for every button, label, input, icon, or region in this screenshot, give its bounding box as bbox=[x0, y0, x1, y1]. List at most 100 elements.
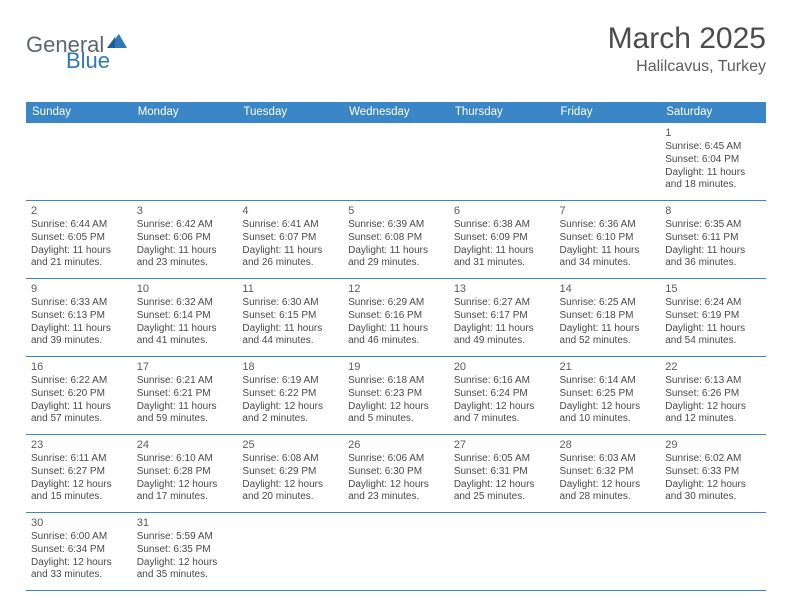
daylight-text-2: and 52 minutes. bbox=[560, 335, 656, 348]
sunset-text: Sunset: 6:25 PM bbox=[560, 388, 656, 401]
calendar-week-row: 30Sunrise: 6:00 AMSunset: 6:34 PMDayligh… bbox=[26, 513, 766, 591]
sunset-text: Sunset: 6:34 PM bbox=[31, 544, 127, 557]
calendar-day-cell: 1Sunrise: 6:45 AMSunset: 6:04 PMDaylight… bbox=[660, 123, 766, 201]
sunrise-text: Sunrise: 5:59 AM bbox=[137, 531, 233, 544]
header: General March 2025 Halilcavus, Turkey bbox=[26, 22, 766, 76]
calendar-week-row: 16Sunrise: 6:22 AMSunset: 6:20 PMDayligh… bbox=[26, 357, 766, 435]
calendar-day-cell: 9Sunrise: 6:33 AMSunset: 6:13 PMDaylight… bbox=[26, 279, 132, 357]
calendar-day-cell bbox=[343, 513, 449, 591]
weekday-header: Thursday bbox=[449, 102, 555, 123]
daylight-text-1: Daylight: 11 hours bbox=[665, 323, 761, 336]
sunset-text: Sunset: 6:20 PM bbox=[31, 388, 127, 401]
daylight-text-2: and 44 minutes. bbox=[242, 335, 338, 348]
daylight-text-2: and 23 minutes. bbox=[348, 491, 444, 504]
sunset-text: Sunset: 6:15 PM bbox=[242, 310, 338, 323]
calendar-day-cell: 10Sunrise: 6:32 AMSunset: 6:14 PMDayligh… bbox=[132, 279, 238, 357]
day-number: 21 bbox=[560, 360, 656, 374]
day-number: 16 bbox=[31, 360, 127, 374]
daylight-text-1: Daylight: 12 hours bbox=[137, 479, 233, 492]
sunrise-text: Sunrise: 6:35 AM bbox=[665, 219, 761, 232]
calendar-day-cell: 5Sunrise: 6:39 AMSunset: 6:08 PMDaylight… bbox=[343, 201, 449, 279]
weekday-header: Sunday bbox=[26, 102, 132, 123]
sunset-text: Sunset: 6:35 PM bbox=[137, 544, 233, 557]
daylight-text-2: and 46 minutes. bbox=[348, 335, 444, 348]
daylight-text-1: Daylight: 11 hours bbox=[242, 245, 338, 258]
day-number: 26 bbox=[348, 438, 444, 452]
calendar-day-cell: 29Sunrise: 6:02 AMSunset: 6:33 PMDayligh… bbox=[660, 435, 766, 513]
daylight-text-1: Daylight: 11 hours bbox=[137, 401, 233, 414]
sunrise-text: Sunrise: 6:39 AM bbox=[348, 219, 444, 232]
weekday-header: Monday bbox=[132, 102, 238, 123]
sunset-text: Sunset: 6:09 PM bbox=[454, 232, 550, 245]
day-number: 5 bbox=[348, 204, 444, 218]
logo-blue-text-wrap: Blue bbox=[26, 48, 110, 74]
daylight-text-1: Daylight: 12 hours bbox=[454, 401, 550, 414]
calendar-day-cell: 11Sunrise: 6:30 AMSunset: 6:15 PMDayligh… bbox=[237, 279, 343, 357]
sunrise-text: Sunrise: 6:25 AM bbox=[560, 297, 656, 310]
weekday-header: Saturday bbox=[660, 102, 766, 123]
calendar-day-cell: 13Sunrise: 6:27 AMSunset: 6:17 PMDayligh… bbox=[449, 279, 555, 357]
sunrise-text: Sunrise: 6:21 AM bbox=[137, 375, 233, 388]
day-number: 31 bbox=[137, 516, 233, 530]
calendar-header-row: SundayMondayTuesdayWednesdayThursdayFrid… bbox=[26, 102, 766, 123]
daylight-text-1: Daylight: 11 hours bbox=[31, 323, 127, 336]
day-number: 25 bbox=[242, 438, 338, 452]
daylight-text-1: Daylight: 11 hours bbox=[137, 245, 233, 258]
location: Halilcavus, Turkey bbox=[608, 58, 766, 76]
calendar-week-row: 2Sunrise: 6:44 AMSunset: 6:05 PMDaylight… bbox=[26, 201, 766, 279]
day-number: 29 bbox=[665, 438, 761, 452]
calendar-day-cell: 8Sunrise: 6:35 AMSunset: 6:11 PMDaylight… bbox=[660, 201, 766, 279]
calendar-week-row: 23Sunrise: 6:11 AMSunset: 6:27 PMDayligh… bbox=[26, 435, 766, 513]
sunset-text: Sunset: 6:14 PM bbox=[137, 310, 233, 323]
daylight-text-2: and 21 minutes. bbox=[31, 257, 127, 270]
day-number: 15 bbox=[665, 282, 761, 296]
calendar-day-cell: 28Sunrise: 6:03 AMSunset: 6:32 PMDayligh… bbox=[555, 435, 661, 513]
sunset-text: Sunset: 6:07 PM bbox=[242, 232, 338, 245]
calendar-body: 1Sunrise: 6:45 AMSunset: 6:04 PMDaylight… bbox=[26, 123, 766, 591]
sunrise-text: Sunrise: 6:08 AM bbox=[242, 453, 338, 466]
day-number: 2 bbox=[31, 204, 127, 218]
day-number: 12 bbox=[348, 282, 444, 296]
sunset-text: Sunset: 6:30 PM bbox=[348, 466, 444, 479]
sunset-text: Sunset: 6:05 PM bbox=[31, 232, 127, 245]
sunset-text: Sunset: 6:22 PM bbox=[242, 388, 338, 401]
calendar-day-cell bbox=[343, 123, 449, 201]
calendar-day-cell: 4Sunrise: 6:41 AMSunset: 6:07 PMDaylight… bbox=[237, 201, 343, 279]
calendar-day-cell: 23Sunrise: 6:11 AMSunset: 6:27 PMDayligh… bbox=[26, 435, 132, 513]
calendar-day-cell: 22Sunrise: 6:13 AMSunset: 6:26 PMDayligh… bbox=[660, 357, 766, 435]
calendar-day-cell bbox=[237, 123, 343, 201]
daylight-text-2: and 30 minutes. bbox=[665, 491, 761, 504]
sunset-text: Sunset: 6:23 PM bbox=[348, 388, 444, 401]
daylight-text-2: and 5 minutes. bbox=[348, 413, 444, 426]
sunset-text: Sunset: 6:04 PM bbox=[665, 154, 761, 167]
sunset-text: Sunset: 6:13 PM bbox=[31, 310, 127, 323]
calendar-day-cell: 12Sunrise: 6:29 AMSunset: 6:16 PMDayligh… bbox=[343, 279, 449, 357]
calendar-day-cell: 16Sunrise: 6:22 AMSunset: 6:20 PMDayligh… bbox=[26, 357, 132, 435]
daylight-text-2: and 18 minutes. bbox=[665, 179, 761, 192]
daylight-text-1: Daylight: 12 hours bbox=[31, 557, 127, 570]
sunrise-text: Sunrise: 6:16 AM bbox=[454, 375, 550, 388]
daylight-text-1: Daylight: 12 hours bbox=[665, 401, 761, 414]
calendar-day-cell bbox=[555, 123, 661, 201]
calendar-day-cell: 3Sunrise: 6:42 AMSunset: 6:06 PMDaylight… bbox=[132, 201, 238, 279]
weekday-header: Friday bbox=[555, 102, 661, 123]
daylight-text-2: and 39 minutes. bbox=[31, 335, 127, 348]
sunrise-text: Sunrise: 6:38 AM bbox=[454, 219, 550, 232]
sunset-text: Sunset: 6:32 PM bbox=[560, 466, 656, 479]
sunrise-text: Sunrise: 6:33 AM bbox=[31, 297, 127, 310]
daylight-text-2: and 49 minutes. bbox=[454, 335, 550, 348]
calendar-day-cell: 18Sunrise: 6:19 AMSunset: 6:22 PMDayligh… bbox=[237, 357, 343, 435]
sunrise-text: Sunrise: 6:19 AM bbox=[242, 375, 338, 388]
sunset-text: Sunset: 6:10 PM bbox=[560, 232, 656, 245]
sunrise-text: Sunrise: 6:24 AM bbox=[665, 297, 761, 310]
daylight-text-2: and 34 minutes. bbox=[560, 257, 656, 270]
calendar-day-cell: 25Sunrise: 6:08 AMSunset: 6:29 PMDayligh… bbox=[237, 435, 343, 513]
day-number: 3 bbox=[137, 204, 233, 218]
daylight-text-2: and 28 minutes. bbox=[560, 491, 656, 504]
daylight-text-2: and 20 minutes. bbox=[242, 491, 338, 504]
daylight-text-2: and 23 minutes. bbox=[137, 257, 233, 270]
day-number: 23 bbox=[31, 438, 127, 452]
calendar-day-cell: 15Sunrise: 6:24 AMSunset: 6:19 PMDayligh… bbox=[660, 279, 766, 357]
daylight-text-2: and 7 minutes. bbox=[454, 413, 550, 426]
sunrise-text: Sunrise: 6:11 AM bbox=[31, 453, 127, 466]
